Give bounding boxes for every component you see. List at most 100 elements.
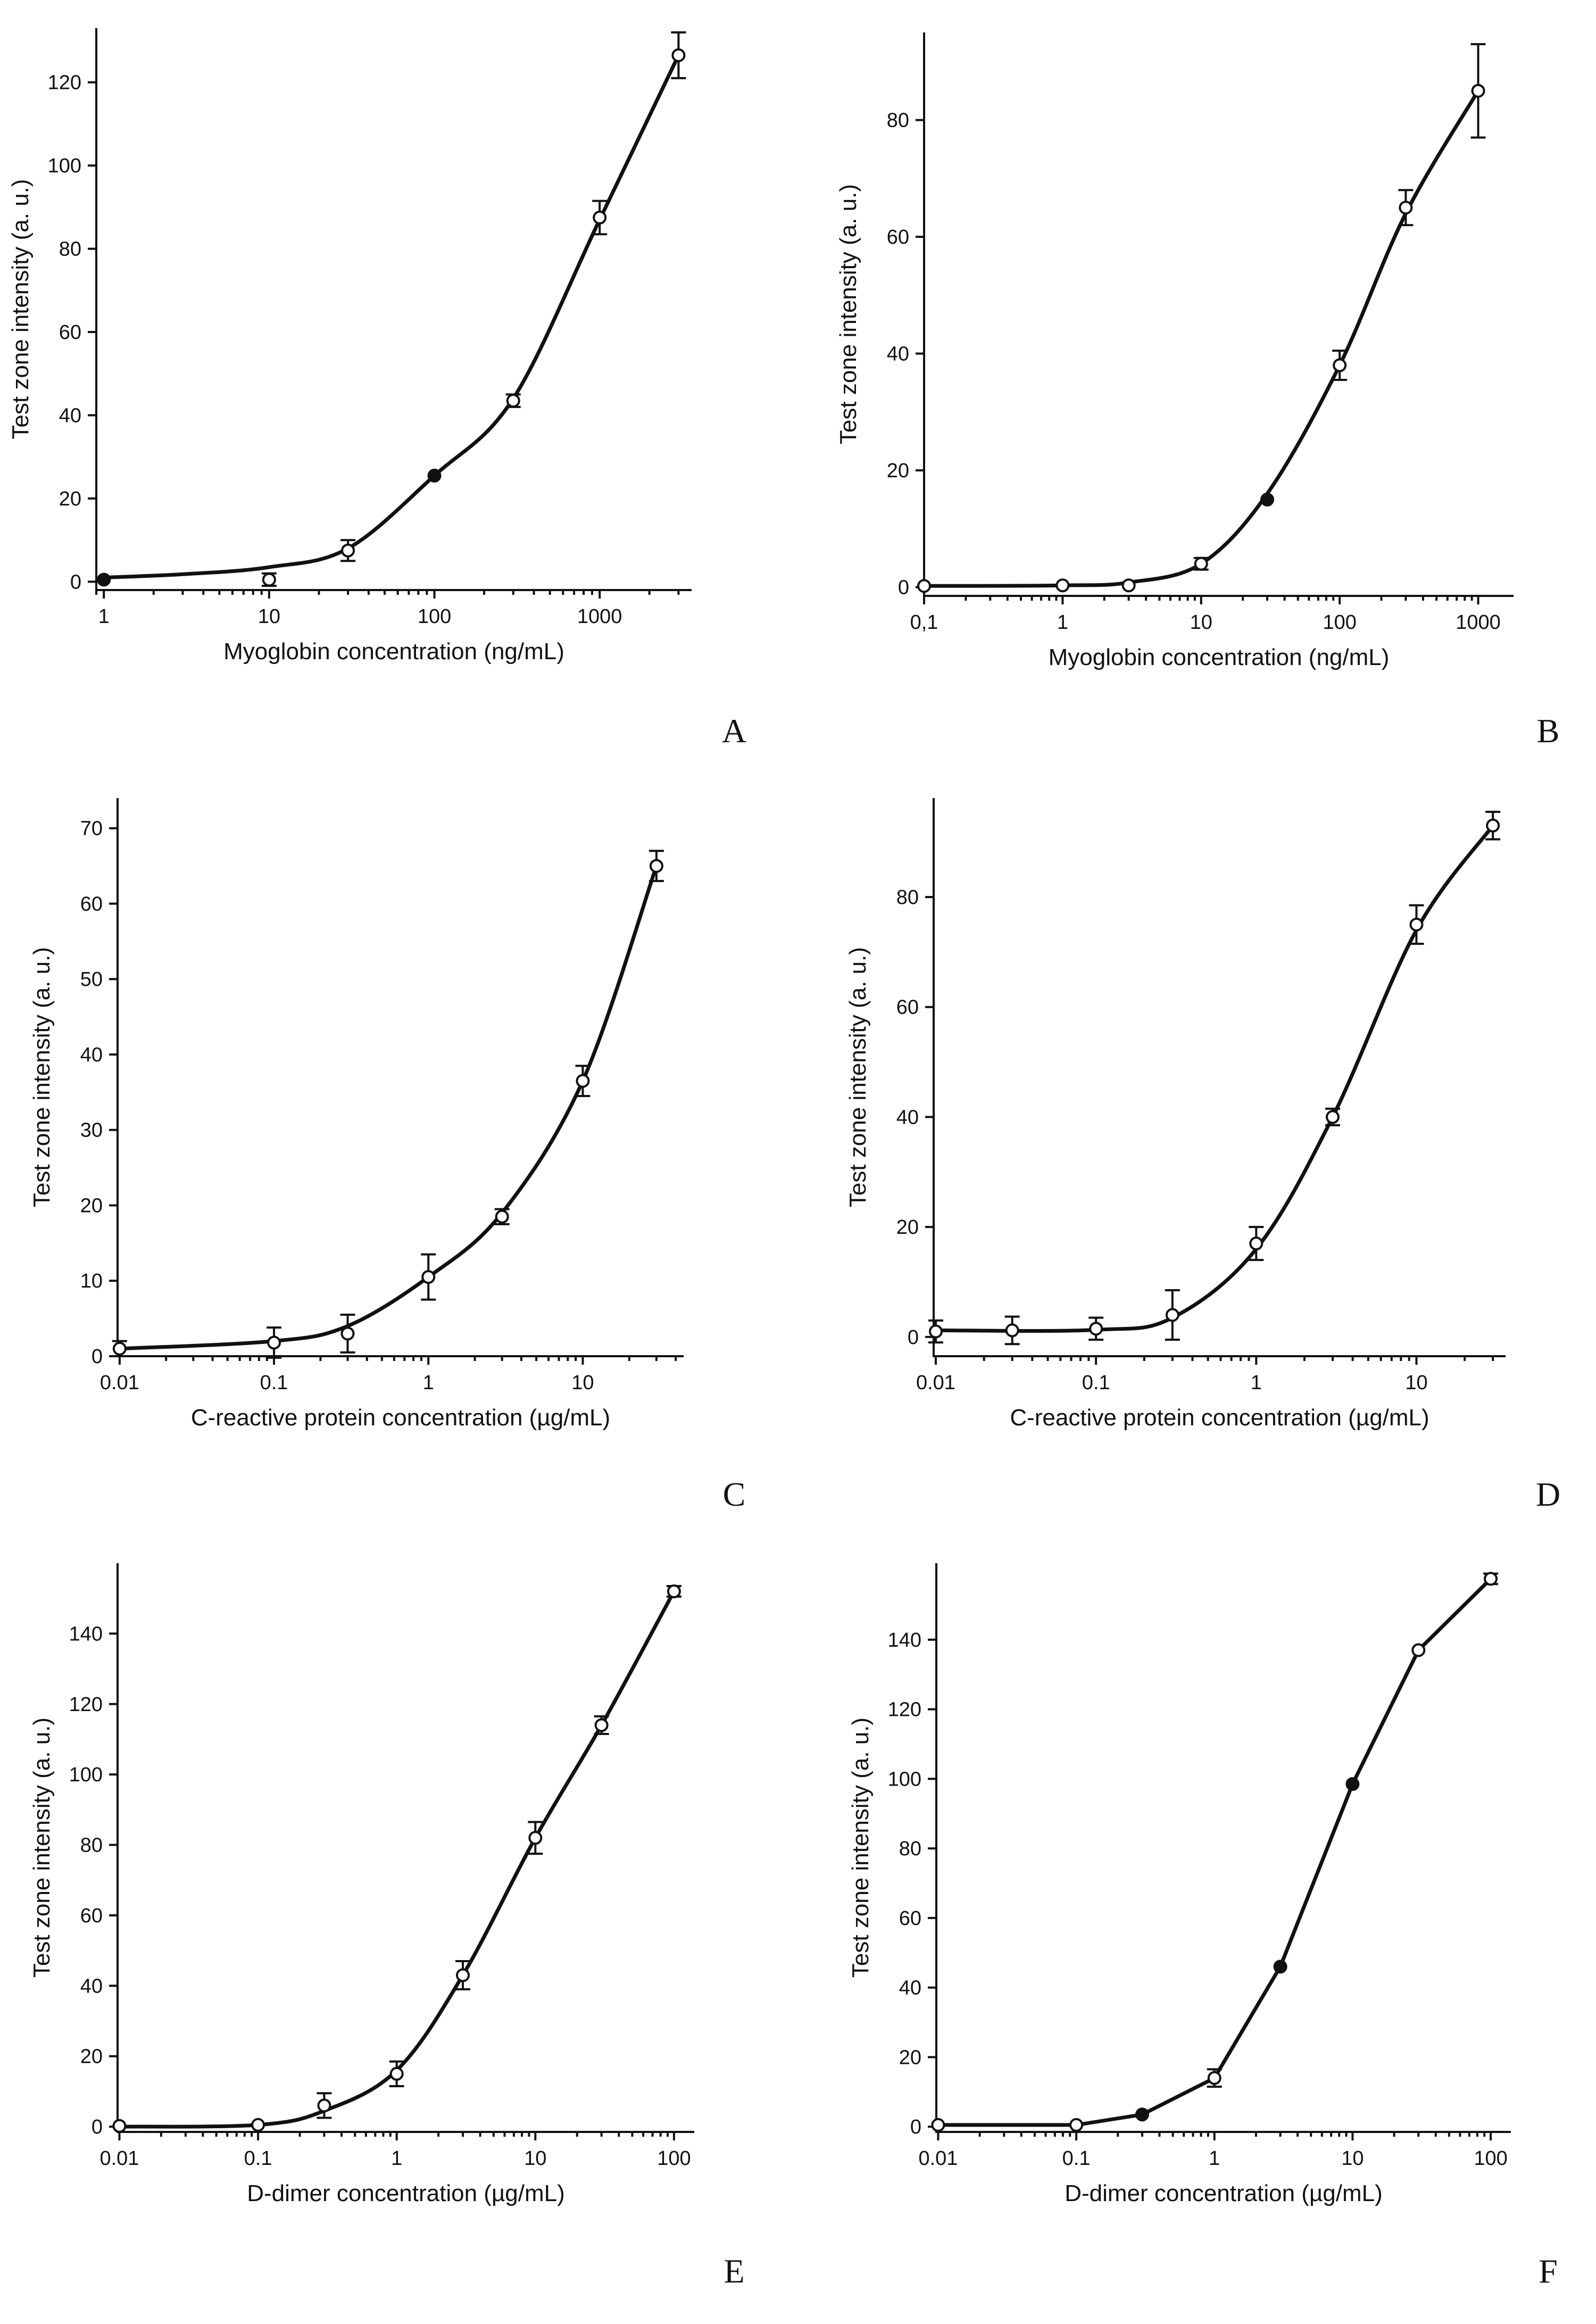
y-tick-label: 80: [896, 886, 919, 909]
data-point: [251, 2118, 265, 2132]
x-tick-label: 0.01: [99, 2147, 139, 2170]
y-tick-label: 0: [908, 1326, 919, 1349]
data-point: [1069, 2118, 1084, 2132]
x-tick-label: 1000: [1456, 611, 1501, 634]
y-tick-label: 10: [80, 1270, 103, 1292]
x-tick-label: 10: [1341, 2147, 1364, 2170]
data-point: [1484, 1572, 1498, 1586]
y-axis-label: Test zone intensity (a. u.): [7, 179, 34, 439]
y-tick-label: 60: [887, 226, 909, 248]
x-axis-label: C-reactive protein concentration (µg/mL): [191, 1405, 610, 1431]
y-tick-label: 0: [92, 2116, 103, 2138]
data-point: [267, 1335, 281, 1350]
y-tick-label: 80: [887, 110, 909, 132]
x-tick-label: 0.01: [100, 1372, 139, 1394]
x-tick-label: 1: [1057, 611, 1068, 634]
data-point: [1005, 1323, 1019, 1338]
y-tick-label: 120: [888, 1699, 921, 1721]
x-axis-label: Myoglobin concentration (ng/mL): [1049, 644, 1390, 670]
panel-f: 0 20 40 60 80 100 120 140 0.01 0.1 1 10 100 D-dimer c…: [847, 1563, 1558, 2290]
data-point: [1055, 578, 1070, 593]
data-point: [528, 1831, 543, 1845]
data-point: [427, 468, 442, 483]
data-point: [1345, 1777, 1360, 1791]
panel-letter: A: [722, 712, 746, 750]
x-tick-label: 0,1: [910, 611, 938, 634]
data-point: [594, 1718, 609, 1732]
panel-e: 0 20 40 60 80 100 120 140 0.01 0.1 1 10 100 D-dimer c…: [29, 1563, 745, 2290]
y-tick-label: 100: [888, 1768, 921, 1790]
x-axis-label: C-reactive protein concentration (µg/mL): [1010, 1405, 1429, 1431]
y-tick-label: 120: [69, 1694, 103, 1716]
data-point: [97, 572, 111, 587]
data-point: [112, 2119, 127, 2133]
axes: [935, 1563, 1511, 2133]
y-tick-label: 100: [48, 155, 81, 177]
x-tick-label: 10: [571, 1372, 594, 1394]
y-axis-label: Test zone intensity (a. u.): [835, 184, 861, 444]
x-tick-label: 0.01: [916, 1372, 955, 1394]
data-point: [1333, 358, 1347, 372]
data-point: [1409, 917, 1424, 932]
y-tick-label: 80: [80, 1835, 103, 1857]
data-point: [1194, 557, 1208, 571]
data-point: [1486, 818, 1500, 833]
data-point: [1411, 1643, 1426, 1657]
y-tick-label: 120: [48, 72, 81, 94]
data-point: [593, 210, 607, 225]
x-tick-label: 0.1: [260, 1372, 288, 1394]
y-tick-label: 80: [59, 238, 81, 261]
x-tick-label: 10: [1190, 611, 1212, 634]
x-tick-label: 100: [418, 605, 451, 628]
y-tick-label: 140: [69, 1623, 103, 1645]
data-point: [506, 394, 520, 408]
y-tick-label: 0: [92, 1346, 103, 1368]
y-tick-label: 100: [69, 1764, 103, 1786]
data-point: [671, 48, 686, 62]
data-point: [1165, 1308, 1179, 1322]
y-tick-label: 140: [888, 1629, 921, 1651]
data-point: [495, 1209, 509, 1224]
x-tick-label: 100: [1323, 611, 1356, 634]
y-tick-label: 40: [59, 404, 81, 427]
y-tick-label: 20: [887, 460, 909, 482]
x-tick-label: 100: [1474, 2147, 1507, 2170]
x-tick-label: 1000: [577, 605, 622, 628]
x-tick-label: 10: [258, 605, 280, 628]
data-point: [1399, 201, 1413, 215]
y-tick-label: 40: [887, 343, 909, 366]
data-point: [1249, 1236, 1264, 1251]
y-tick-label: 40: [80, 1975, 103, 1997]
data-point: [1135, 2107, 1149, 2122]
y-axis-label: Test zone intensity (a. u.): [29, 1717, 55, 1978]
y-tick-label: 20: [896, 1216, 919, 1239]
panel-letter: C: [723, 1475, 746, 1513]
y-tick-label: 0: [70, 571, 81, 593]
panel-letter: F: [1539, 2252, 1558, 2290]
y-tick-label: 20: [80, 2046, 103, 2068]
data-point: [1121, 578, 1136, 593]
data-point: [576, 1074, 590, 1088]
x-tick-label: 0.1: [1082, 1372, 1110, 1394]
data-point: [1325, 1110, 1340, 1124]
data-point: [928, 1324, 943, 1339]
data-point: [1207, 2071, 1221, 2085]
data-point: [341, 543, 355, 558]
y-tick-label: 30: [80, 1119, 103, 1142]
panel-letter: B: [1537, 712, 1560, 750]
y-tick-label: 20: [80, 1194, 103, 1217]
y-tick-label: 60: [59, 321, 81, 344]
y-tick-label: 60: [80, 1905, 103, 1927]
y-tick-label: 0: [898, 577, 909, 599]
x-tick-label: 1: [1209, 2147, 1220, 2170]
y-tick-label: 50: [80, 968, 103, 991]
x-tick-label: 10: [1405, 1372, 1427, 1394]
x-tick-label: 1: [1251, 1372, 1262, 1394]
x-tick-label: 0.1: [1062, 2147, 1091, 2170]
y-tick-label: 40: [80, 1044, 103, 1066]
panel-b: 0 20 40 60 80 0,1 1 10 100 1000 Myoglobin concentr…: [835, 32, 1559, 750]
data-point: [1260, 492, 1274, 507]
